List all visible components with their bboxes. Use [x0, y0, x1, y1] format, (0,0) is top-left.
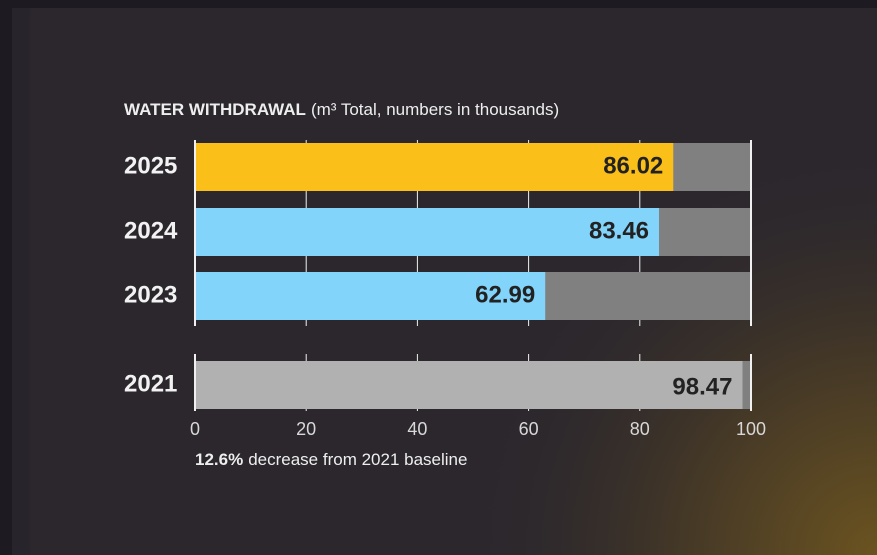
chart-title: WATER WITHDRAWAL (m³ Total, numbers in th…: [124, 100, 559, 119]
y-tick-label: 2023: [124, 281, 177, 308]
y-tick-label: 2021: [124, 370, 177, 397]
value-label: 62.99: [475, 281, 535, 308]
x-tick-label: 100: [736, 419, 766, 439]
value-label: 86.02: [603, 152, 663, 179]
side-strip: [12, 8, 30, 555]
title: WATER WITHDRAWAL: [124, 100, 306, 119]
x-tick-label: 0: [190, 419, 200, 439]
annotation-text: decrease from 2021 baseline: [248, 450, 467, 469]
bar: [196, 208, 660, 256]
annotation: 12.6% decrease from 2021 baseline: [195, 450, 467, 469]
annotation-emphasis: 12.6%: [195, 450, 243, 469]
bar: [196, 361, 743, 409]
bar: [196, 143, 674, 191]
x-tick-label: 80: [630, 419, 650, 439]
bar: [196, 272, 546, 320]
y-tick-label: 2024: [124, 217, 178, 244]
subtitle: (m³ Total, numbers in thousands): [311, 100, 559, 119]
value-label: 98.47: [672, 373, 732, 400]
x-tick-label: 60: [519, 419, 539, 439]
x-tick-label: 20: [296, 419, 316, 439]
y-tick-label: 2025: [124, 152, 177, 179]
bars: 86.02 83.46 62.99 98.47: [196, 143, 750, 409]
value-label: 83.46: [589, 217, 649, 244]
x-tick-label: 40: [407, 419, 427, 439]
